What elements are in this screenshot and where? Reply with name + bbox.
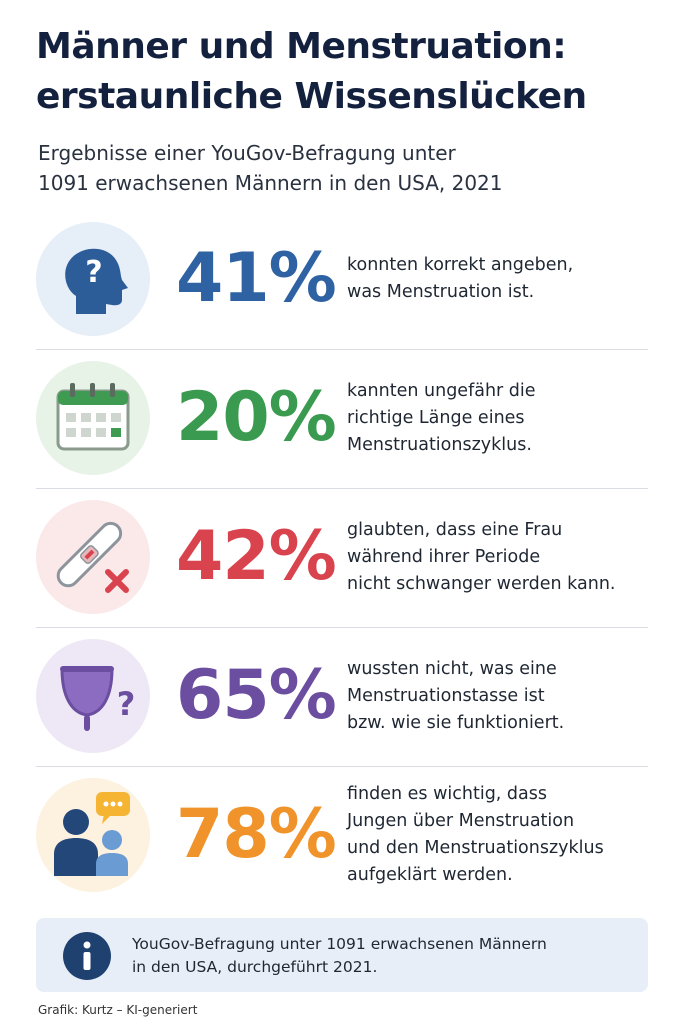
note: YouGov-Befragung unter 1091 erwachsenen … [132,933,547,979]
divider [36,488,648,489]
stat-row: 78% finden es wichtig, dass Jungen über … [0,778,683,917]
description: wussten nicht, was eine Menstruationstas… [347,639,564,753]
description-line: glaubten, dass eine Frau [347,519,563,540]
note-line: in den USA, durchgeführt 2021. [132,958,378,976]
note-box [36,918,648,992]
svg-text:?: ? [85,255,102,290]
head-icon: ? [36,222,150,336]
description: glaubten, dass eine Frau während ihrer P… [347,500,615,614]
svg-text:?: ? [117,685,136,723]
divider [36,349,648,350]
description: konnten korrekt angeben, was Menstruatio… [347,222,573,336]
percent: 65% [176,656,337,735]
stat-row: 20% kannten ungefähr die richtige Länge … [0,361,683,500]
description-line: was Menstruation ist. [347,282,535,302]
description-line: während ihrer Periode [347,546,541,567]
stat-row: ? 65% wussten nicht, was eine Menstruati… [0,639,683,778]
description-line: bzw. wie sie funktioniert. [347,712,565,733]
stat-row: ? 41% konnten korrekt angeben, was Menst… [0,222,683,361]
subtitle: Ergebnisse einer YouGov-Befragung unter … [38,138,503,198]
description-line: aufgeklärt werden. [347,865,513,885]
footer: Grafik: Kurtz – KI-generiert [38,1003,198,1017]
description-line: nicht schwanger werden kann. [347,573,616,594]
subtitle-line: 1091 erwachsenen Männern in den USA, 202… [38,171,503,195]
divider [36,627,648,628]
stat-row: 42% glaubten, dass eine Frau während ihr… [0,500,683,639]
people-icon [36,778,150,892]
description-line: Menstruationszyklus. [347,434,532,455]
percent: 20% [176,378,337,457]
description-line: wussten nicht, was eine [347,658,557,679]
percent: 78% [176,795,337,874]
description-line: und den Menstruationszyklus [347,838,604,858]
description-line: finden es wichtig, dass [347,784,548,804]
description-line: konnten korrekt angeben, [347,255,574,275]
title: Männer und Menstruation: erstaunliche Wi… [36,22,587,122]
description-line: Menstruationstasse ist [347,685,545,706]
cup-icon: ? [36,639,150,753]
description-line: Jungen über Menstruation [347,811,575,831]
description-line: richtige Länge eines [347,407,525,428]
description-line: kannten ungefähr die [347,380,536,401]
percent: 41% [176,239,337,318]
calendar-icon [36,361,150,475]
title-line: Männer und Menstruation: [36,26,567,67]
divider [36,766,648,767]
description: finden es wichtig, dass Jungen über Mens… [347,778,604,892]
info-icon [63,932,111,980]
description: kannten ungefähr die richtige Länge eine… [347,361,536,475]
note-line: YouGov-Befragung unter 1091 erwachsenen … [132,935,547,953]
subtitle-line: Ergebnisse einer YouGov-Befragung unter [38,141,456,165]
test-icon [36,500,150,614]
title-line: erstaunliche Wissenslücken [36,76,587,117]
percent: 42% [176,517,337,596]
